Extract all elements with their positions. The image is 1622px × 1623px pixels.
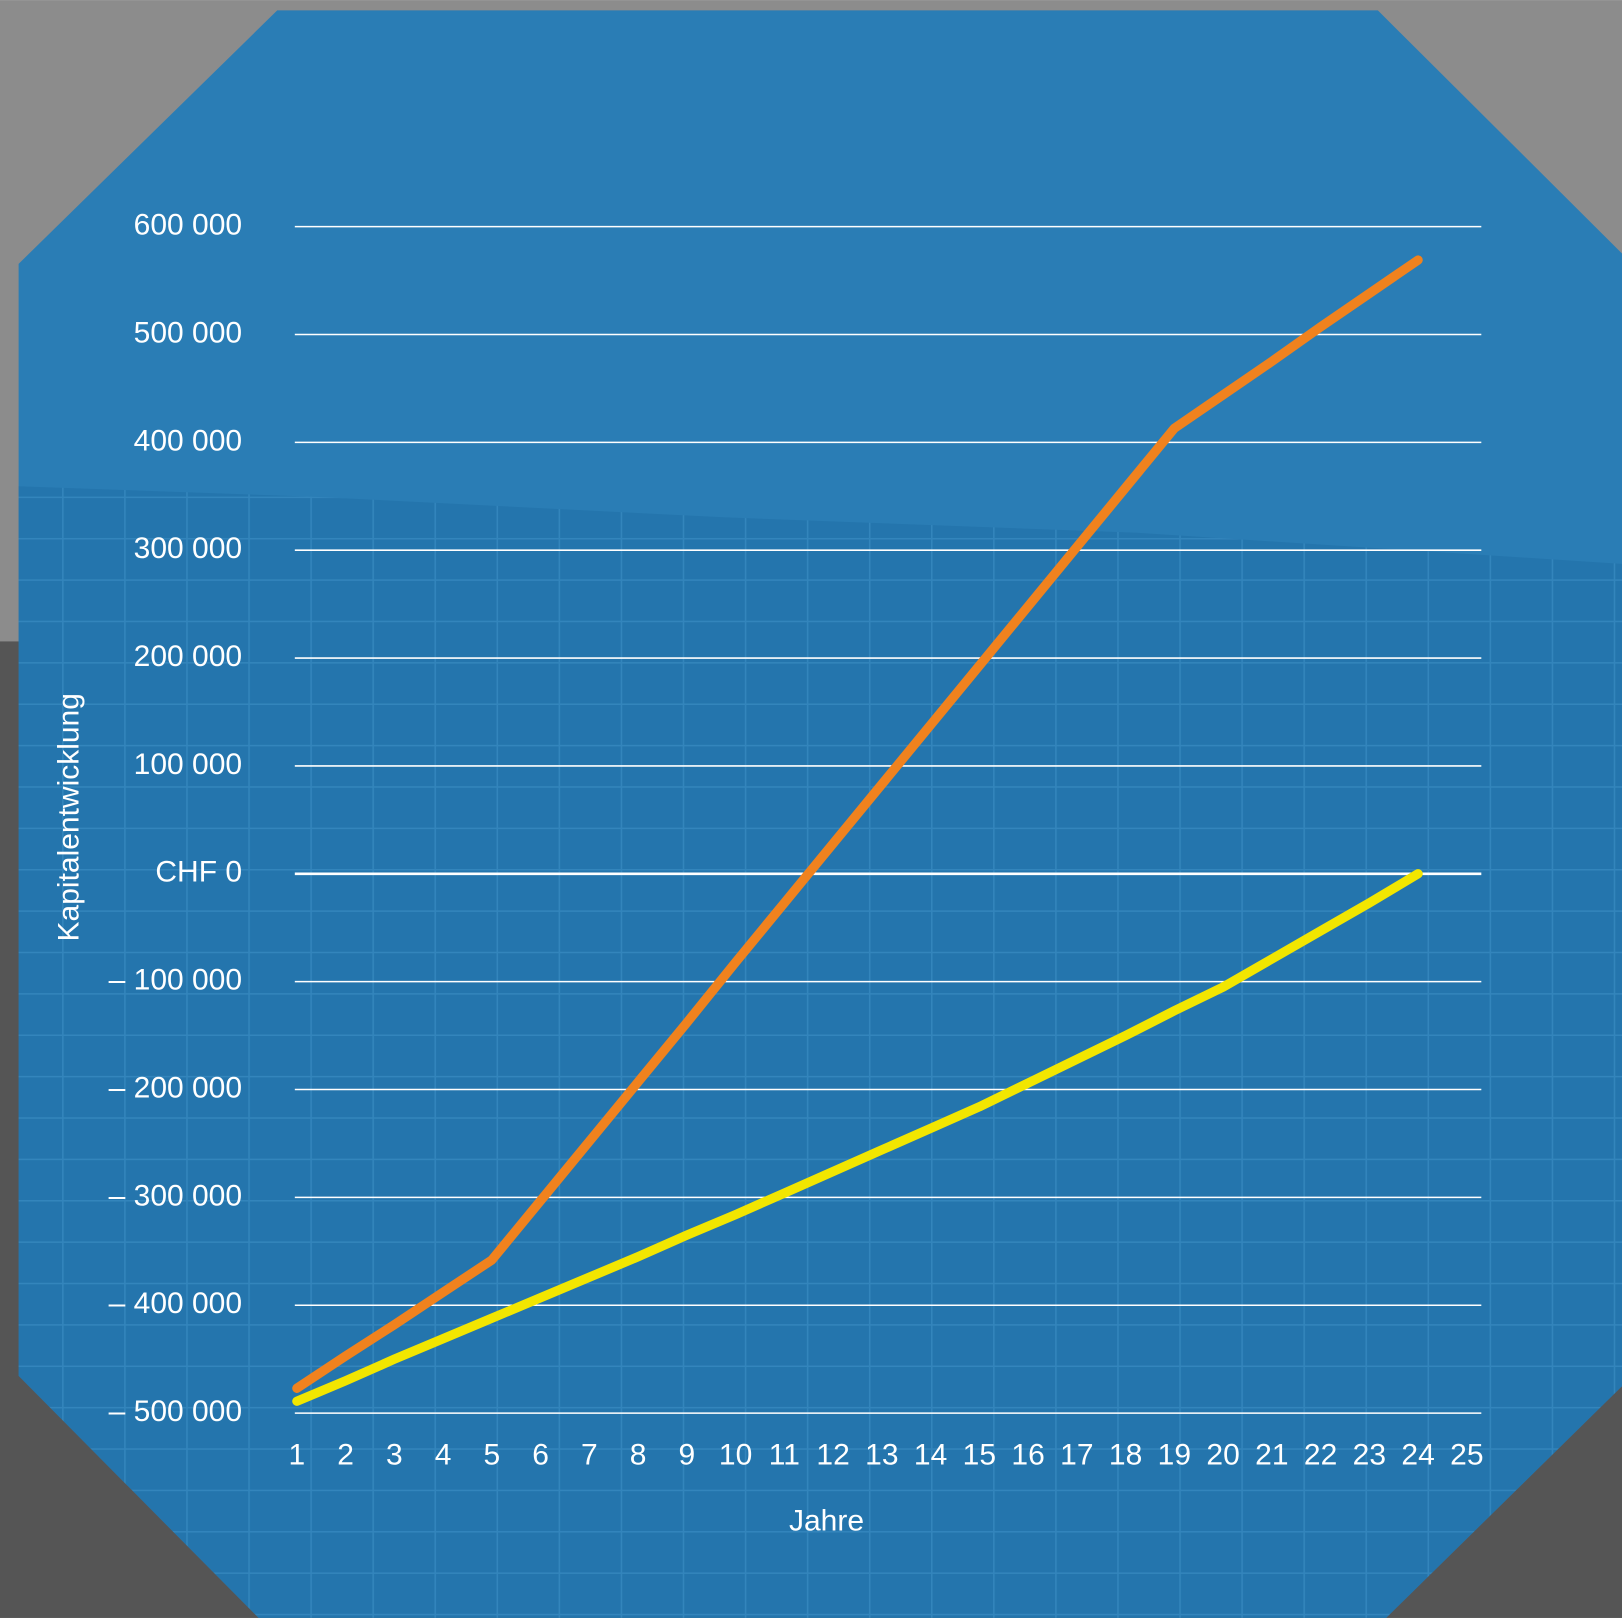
x-tick-label: 3 xyxy=(386,1438,403,1471)
x-tick-label: 4 xyxy=(435,1438,452,1471)
x-axis-title: Jahre xyxy=(789,1505,864,1538)
y-tick-label: 600 000 xyxy=(134,209,242,242)
x-tick-label: 10 xyxy=(719,1438,752,1471)
x-tick-label: 22 xyxy=(1304,1438,1337,1471)
y-tick-label: 500 000 xyxy=(134,316,242,349)
x-tick-label: 1 xyxy=(289,1438,306,1471)
y-tick-label: – 300 000 xyxy=(109,1179,242,1212)
x-tick-label: 6 xyxy=(532,1438,549,1471)
y-tick-label: 300 000 xyxy=(134,532,242,565)
x-tick-label: 7 xyxy=(581,1438,598,1471)
x-tick-label: 21 xyxy=(1255,1438,1288,1471)
y-tick-label: 100 000 xyxy=(134,748,242,781)
x-tick-label: 15 xyxy=(963,1438,996,1471)
x-tick-label: 9 xyxy=(679,1438,696,1471)
x-tick-label: 18 xyxy=(1109,1438,1142,1471)
x-tick-label: 24 xyxy=(1401,1438,1434,1471)
panel-field xyxy=(18,486,1622,1618)
y-tick-label: – 400 000 xyxy=(109,1287,242,1320)
x-tick-label: 13 xyxy=(865,1438,898,1471)
x-tick-label: 17 xyxy=(1060,1438,1093,1471)
x-tick-label: 11 xyxy=(769,1438,800,1471)
x-tick-label: 2 xyxy=(337,1438,354,1471)
x-tick-label: 5 xyxy=(484,1438,501,1471)
x-tick-label: 12 xyxy=(816,1438,849,1471)
x-tick-label: 16 xyxy=(1011,1438,1044,1471)
y-tick-label: 400 000 xyxy=(134,424,242,457)
series-line xyxy=(292,255,1423,1393)
x-tick-label: 20 xyxy=(1206,1438,1239,1471)
y-tick-label: CHF 0 xyxy=(155,856,242,889)
y-tick-label: – 500 000 xyxy=(109,1395,242,1428)
y-axis-title: Kapitalentwicklung xyxy=(52,693,85,941)
y-tick-label: – 100 000 xyxy=(109,964,242,997)
y-tick-label: 200 000 xyxy=(134,640,242,673)
x-tick-label: 19 xyxy=(1158,1438,1191,1471)
x-tick-label: 25 xyxy=(1450,1438,1483,1471)
x-tick-label: 14 xyxy=(914,1438,947,1471)
x-tick-label: 23 xyxy=(1353,1438,1386,1471)
x-tick-label: 8 xyxy=(630,1438,647,1471)
series-line xyxy=(292,869,1423,1406)
y-tick-label: – 200 000 xyxy=(109,1071,242,1104)
